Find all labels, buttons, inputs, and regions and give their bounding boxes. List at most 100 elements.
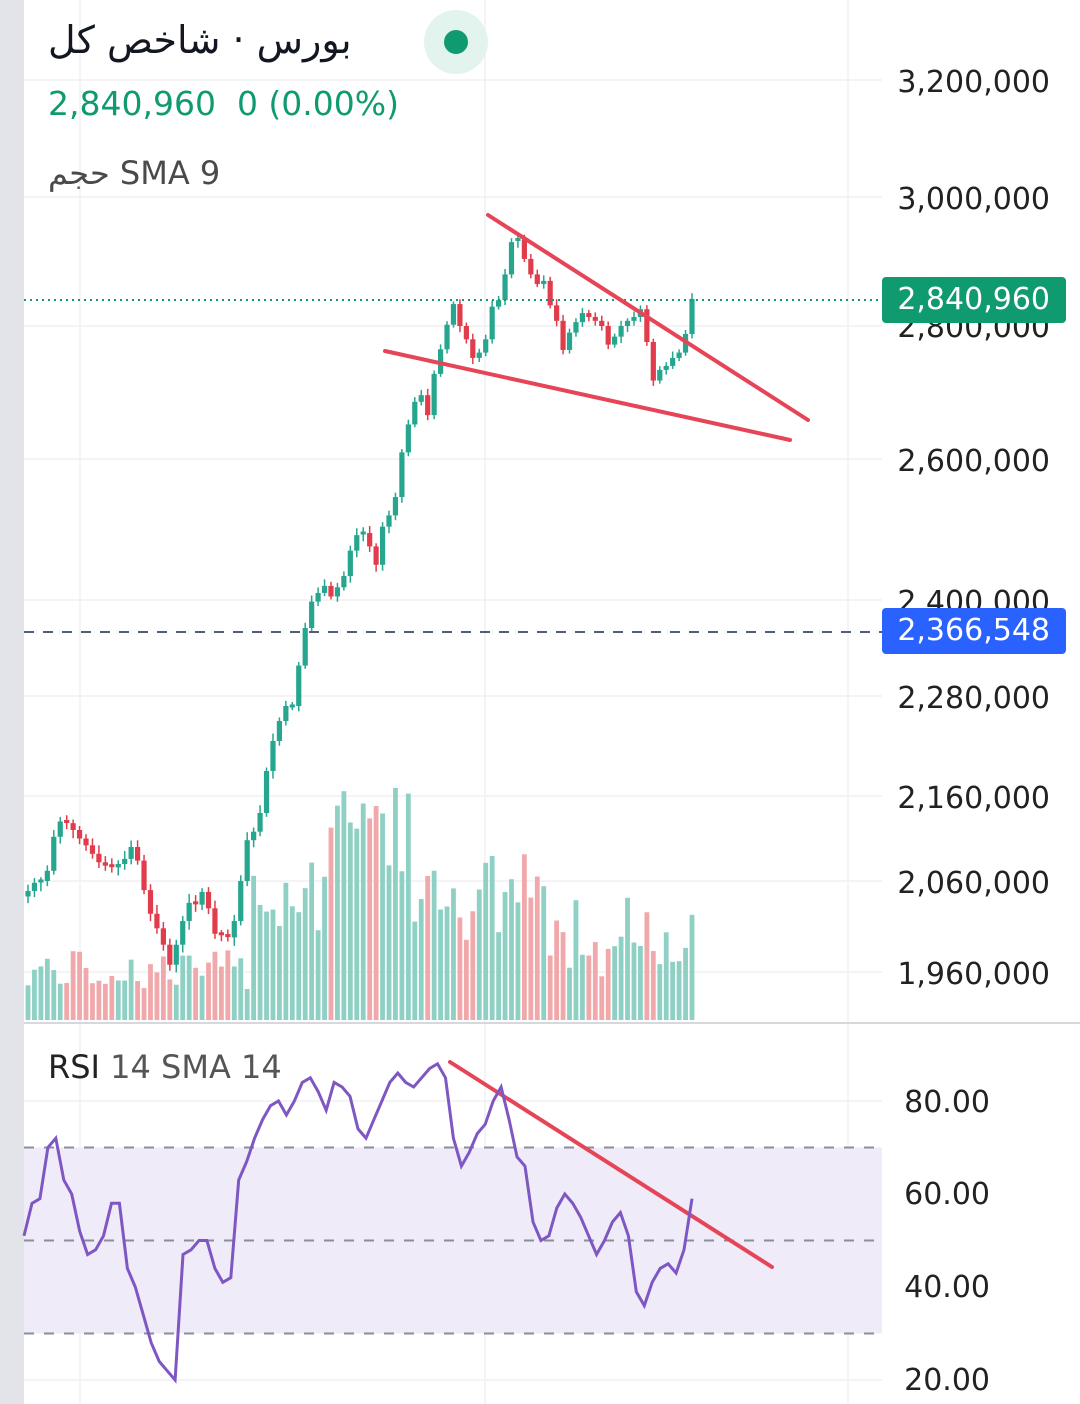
ref-price-tag[interactable]: 2,366,548: [882, 608, 1066, 654]
candle-body-97: [650, 341, 656, 381]
volume-bar-66: [451, 888, 456, 1020]
volume-bar-18: [141, 988, 147, 1020]
volume-bar-29: [212, 951, 218, 1020]
volume-bar-6: [64, 982, 70, 1020]
price-change: 0 (0.00%): [236, 84, 400, 123]
candle-body-68: [463, 326, 469, 340]
candle-body-41: [289, 704, 295, 708]
candle-body-75: [508, 242, 515, 275]
candle-body-62: [425, 395, 431, 416]
volume-indicator-legend[interactable]: حجم SMA 9: [48, 154, 221, 192]
volume-bar-30: [218, 966, 224, 1020]
candles: [25, 234, 695, 973]
price-axis-label-2060000: 2,060,000: [897, 866, 1050, 901]
volume-bar-78: [528, 897, 534, 1020]
candle-body-1: [31, 882, 38, 892]
volume-bar-77: [521, 854, 527, 1020]
market-status-indicator[interactable]: [424, 10, 488, 74]
candle-body-12: [102, 862, 108, 866]
candle-body-54: [373, 546, 379, 565]
volume-bar-19: [148, 964, 153, 1020]
volume-bar-23: [173, 984, 179, 1020]
candle-body-50: [347, 550, 353, 577]
volume-bar-65: [444, 906, 450, 1020]
candle-body-63: [431, 373, 437, 416]
candle-body-73: [496, 300, 502, 307]
rsi-axis-label-80: 80.00: [904, 1085, 990, 1120]
volume-bar-82: [554, 920, 560, 1020]
candle-body-4: [51, 836, 57, 871]
candle-body-45: [315, 592, 321, 602]
candle-body-10: [89, 845, 96, 854]
candle-body-32: [231, 921, 237, 938]
rsi-indicator-params: 14 SMA 14: [110, 1048, 282, 1086]
candle-body-27: [199, 891, 205, 905]
price-axis-label-3200000: 3,200,000: [897, 65, 1050, 100]
candle-body-15: [122, 858, 128, 864]
volume-bar-28: [206, 962, 211, 1020]
candle-body-18: [141, 860, 147, 891]
volume-bar-39: [277, 925, 282, 1020]
candle-body-37: [263, 771, 270, 813]
candle-body-90: [605, 326, 611, 345]
volume-bar-50: [347, 822, 353, 1020]
volume-bar-98: [657, 964, 663, 1020]
volume-bar-4: [51, 970, 57, 1020]
candle-body-55: [379, 526, 386, 565]
volume-bar-9: [83, 967, 89, 1020]
rsi-indicator-legend[interactable]: RSI 14 SMA 14: [48, 1048, 282, 1086]
volume-bar-84: [567, 967, 572, 1020]
rsi-axis-label-60: 60.00: [904, 1177, 990, 1212]
candle-body-61: [418, 395, 424, 402]
market-open-dot-icon: [444, 30, 468, 54]
candle-body-89: [599, 320, 605, 326]
volume-bar-33: [238, 958, 244, 1020]
volume-bar-14: [115, 980, 121, 1020]
volume-bar-10: [90, 983, 95, 1020]
volume-bar-69: [470, 911, 476, 1020]
candle-body-57: [392, 497, 399, 516]
volume-bar-53: [367, 818, 373, 1020]
candle-body-100: [670, 357, 676, 366]
last-price-tag[interactable]: 2,840,960: [882, 277, 1066, 323]
volume-bar-90: [605, 948, 611, 1020]
candle-body-2: [38, 879, 44, 883]
candle-body-99: [663, 365, 669, 370]
candle-body-22: [167, 944, 173, 965]
candle-body-26: [193, 901, 199, 905]
volume-bar-45: [315, 930, 321, 1020]
volume-bar-36: [257, 904, 263, 1020]
volume-bar-54: [373, 806, 379, 1020]
volume-bar-56: [386, 865, 392, 1020]
rsi-axis-label-40: 40.00: [904, 1270, 990, 1305]
volume-bar-52: [360, 803, 366, 1020]
left-edge-strip: [0, 0, 24, 1404]
candle-body-28: [205, 891, 212, 909]
volume-bar-97: [650, 951, 656, 1020]
candle-body-103: [689, 298, 695, 334]
volume-bar-101: [676, 961, 682, 1020]
candle-body-67: [457, 304, 463, 326]
candle-body-49: [341, 576, 347, 588]
volume-bar-76: [515, 902, 521, 1020]
symbol-title[interactable]: بورس · شاخص کل: [48, 18, 352, 62]
candle-body-29: [212, 908, 218, 934]
volume-bar-62: [425, 876, 431, 1020]
volume-bar-2: [38, 966, 44, 1020]
last-price: 2,840,960: [48, 84, 216, 123]
volume-bar-27: [199, 975, 205, 1020]
candle-body-56: [386, 515, 392, 527]
volume-bar-102: [683, 947, 688, 1020]
candle-body-19: [147, 890, 154, 914]
candle-body-44: [309, 601, 315, 628]
candle-body-9: [83, 838, 89, 846]
volume-bar-61: [418, 899, 424, 1020]
rsi-line: [22, 1061, 694, 1384]
candle-body-85: [573, 322, 579, 333]
rsi-axis: 80.00 60.00 40.00 20.00: [904, 1085, 990, 1398]
candle-body-72: [489, 306, 495, 340]
volume-bar-100: [670, 961, 676, 1020]
volume-bar-3: [44, 958, 50, 1020]
candle-body-34: [244, 840, 250, 881]
